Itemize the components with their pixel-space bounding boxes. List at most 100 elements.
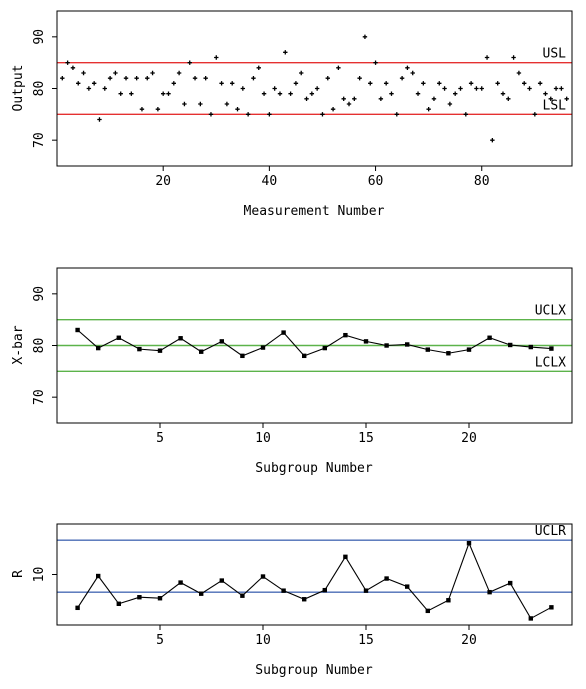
output-point-29 <box>208 112 214 117</box>
output-point-50 <box>320 112 325 117</box>
xbar-point-15 <box>363 339 369 344</box>
output-point-90 <box>532 112 538 117</box>
range-y-axis-label: R <box>11 570 26 578</box>
output-point-81 <box>484 55 490 60</box>
output-point-69 <box>421 81 426 86</box>
range-point-22 <box>508 580 513 586</box>
output-point-61 <box>378 96 384 102</box>
output-point-62 <box>383 81 389 86</box>
range-point-13 <box>322 587 327 593</box>
output-point-75 <box>452 91 458 96</box>
output-point-24 <box>182 101 187 107</box>
output-point-12 <box>118 91 123 96</box>
output-point-68 <box>415 91 421 96</box>
xbar-point-4 <box>137 346 142 352</box>
output-point-10 <box>107 75 113 81</box>
output-point-64 <box>394 112 399 117</box>
range-point-15 <box>363 588 369 593</box>
output-x-axis-label: Measurement Number <box>244 204 385 219</box>
xbar-point-10 <box>260 345 266 350</box>
output-point-21 <box>166 91 171 96</box>
output-point-8 <box>97 117 102 122</box>
output-point-41 <box>272 86 277 91</box>
output-point-44 <box>288 91 293 96</box>
output-point-16 <box>139 106 145 112</box>
range-plot-frame <box>56 523 573 626</box>
output-point-14 <box>129 91 134 96</box>
output-point-30 <box>214 55 219 60</box>
output-point-65 <box>399 75 405 81</box>
output-point-92 <box>543 91 548 96</box>
output-point-38 <box>256 65 261 71</box>
range-point-10 <box>260 574 266 579</box>
output-point-28 <box>203 75 208 81</box>
output-point-58 <box>362 34 368 40</box>
output-point-84 <box>500 91 506 96</box>
output-point-53 <box>336 65 341 71</box>
xbar-panel: 5 10 15 20 70 80 90 UCLX LCLX Subgroup Number X… <box>11 267 573 476</box>
output-point-93 <box>548 96 553 102</box>
output-point-33 <box>230 81 235 86</box>
range-x-tick-label-20: 20 <box>461 633 477 648</box>
range-point-18 <box>425 608 430 614</box>
xbar-y-axis-label: X-bar <box>11 325 26 364</box>
range-point-6 <box>178 580 183 585</box>
output-point-22 <box>171 81 177 86</box>
xbar-point-24 <box>549 346 554 351</box>
output-point-74 <box>447 101 453 107</box>
output-point-13 <box>123 75 129 81</box>
output-y-axis-label: Output <box>11 65 26 112</box>
output-point-56 <box>352 96 357 102</box>
output-point-71 <box>431 96 437 102</box>
output-point-91 <box>537 81 543 86</box>
output-point-59 <box>368 81 373 86</box>
range-point-19 <box>446 598 451 603</box>
xbar-x-tick-label-20: 20 <box>461 431 477 446</box>
range-point-2 <box>96 573 101 579</box>
output-point-27 <box>198 101 203 107</box>
range-point-4 <box>137 595 142 600</box>
range-y-tick-label-10: 10 <box>32 567 47 583</box>
xbar-y-tick-label-70: 70 <box>32 389 47 405</box>
output-point-78 <box>468 81 474 86</box>
xbar-point-21 <box>487 335 492 340</box>
output-point-18 <box>150 70 155 76</box>
xbar-point-18 <box>425 347 430 352</box>
output-point-49 <box>314 86 320 91</box>
output-point-77 <box>463 112 469 117</box>
output-point-25 <box>187 60 192 65</box>
output-point-45 <box>293 81 299 86</box>
range-panel: 5 10 15 20 10 UCLR Subgroup Number R <box>11 523 573 678</box>
xbar-y-tick-label-80: 80 <box>32 338 47 354</box>
xbar-line-label-uclx: UCLX <box>535 304 566 319</box>
output-point-20 <box>160 91 166 96</box>
xbar-x-tick-label-15: 15 <box>358 431 374 446</box>
output-point-70 <box>426 106 431 112</box>
range-line-label-uclr: UCLR <box>535 524 566 539</box>
output-point-51 <box>325 75 330 81</box>
output-point-83 <box>495 81 500 86</box>
xbar-point-11 <box>281 330 286 335</box>
output-point-67 <box>410 70 415 76</box>
range-point-21 <box>487 589 492 595</box>
xbar-x-axis-label: Subgroup Number <box>255 461 373 476</box>
xbar-line-label-lclx: LCLX <box>535 355 566 370</box>
output-panel: 20 40 60 80 70 80 90 USL LSL Measurement Number… <box>11 10 573 219</box>
output-point-35 <box>240 86 246 91</box>
xbar-point-7 <box>199 349 204 354</box>
xbar-point-14 <box>343 332 348 338</box>
output-point-88 <box>522 81 527 86</box>
output-point-82 <box>490 137 495 143</box>
output-point-63 <box>389 91 394 96</box>
range-x-axis-label: Subgroup Number <box>255 663 373 678</box>
xbar-point-3 <box>116 335 121 340</box>
output-point-37 <box>251 75 256 81</box>
output-point-76 <box>458 86 463 91</box>
output-x-tick-label-80: 80 <box>474 174 490 189</box>
output-point-15 <box>134 75 139 81</box>
output-point-48 <box>309 91 315 96</box>
range-point-5 <box>157 596 163 601</box>
output-point-26 <box>192 75 198 81</box>
output-point-79 <box>474 86 479 91</box>
